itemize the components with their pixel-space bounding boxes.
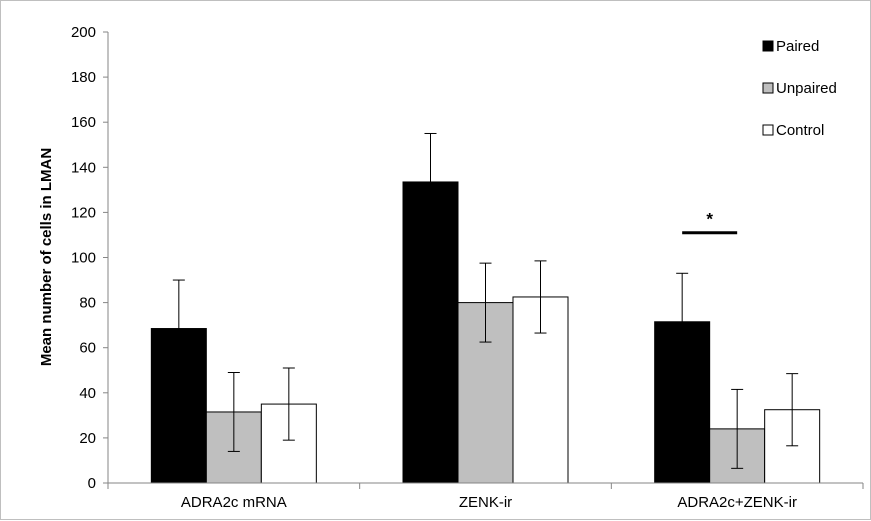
y-tick-label: 140 <box>71 159 96 176</box>
y-axis-title: Mean number of cells in LMAN <box>38 148 55 366</box>
significance-marker: * <box>706 210 713 229</box>
x-category-label: ADRA2c mRNA <box>181 494 287 511</box>
y-tick-label: 40 <box>79 385 96 402</box>
legend-label-unpaired: Unpaired <box>776 80 837 97</box>
y-tick-label: 120 <box>71 204 96 221</box>
y-tick-label: 20 <box>79 430 96 447</box>
legend-swatch-control <box>762 124 774 136</box>
bar-paired <box>402 181 459 484</box>
y-tick-label: 80 <box>79 295 96 312</box>
y-tick-label: 60 <box>79 340 96 357</box>
y-tick-label: 180 <box>71 69 96 86</box>
legend-swatch-paired <box>762 40 774 52</box>
y-tick-label: 200 <box>71 24 96 41</box>
y-tick-label: 160 <box>71 114 96 131</box>
y-tick-label: 0 <box>88 475 96 492</box>
y-tick-label: 100 <box>71 250 96 267</box>
legend-swatch-unpaired <box>762 82 774 94</box>
x-category-label: ZENK-ir <box>459 494 512 511</box>
x-category-label: ADRA2c+ZENK-ir <box>677 494 797 511</box>
legend-label-control: Control <box>776 122 824 139</box>
legend-label-paired: Paired <box>776 38 819 55</box>
